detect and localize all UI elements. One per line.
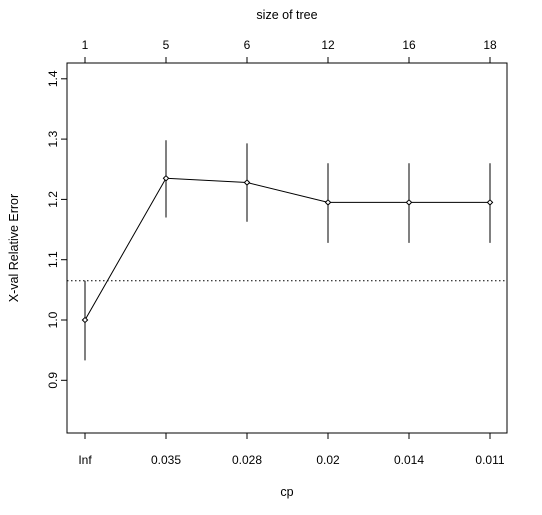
top-tick-label: 16: [402, 38, 416, 52]
data-point: [243, 179, 251, 186]
data-points: [81, 174, 494, 324]
x-tick-label: 0.035: [151, 453, 181, 467]
data-point: [324, 199, 332, 206]
y-tick-label: 1.4: [46, 70, 60, 87]
x-tick-label: 0.014: [394, 453, 424, 467]
x-tick-label: Inf: [78, 453, 92, 467]
top-tick-label: 12: [321, 38, 335, 52]
x-tick-label: 0.02: [316, 453, 340, 467]
error-bars: [84, 140, 491, 361]
x-tick-label: 0.028: [232, 453, 262, 467]
y-tick-label: 0.9: [46, 372, 60, 389]
left-axis: 0.9 1.0 1.1 1.2 1.3 1.4: [46, 70, 67, 389]
y-tick-label: 1.0: [46, 311, 60, 328]
plot-frame: [66, 62, 508, 434]
top-tick-label: 1: [82, 38, 89, 52]
data-point: [162, 174, 170, 182]
data-point: [405, 199, 413, 206]
y-tick-label: 1.3: [46, 130, 60, 147]
y-tick-label: 1.1: [46, 251, 60, 268]
top-tick-label: 6: [244, 38, 251, 52]
bottom-axis: Inf 0.035 0.028 0.02 0.014 0.011: [78, 433, 505, 467]
top-axis: 1 5 6 12 16 18: [82, 38, 497, 63]
series-line: [84, 177, 490, 321]
x-tick-label: 0.011: [475, 453, 504, 467]
data-point: [81, 316, 89, 324]
top-tick-label: 5: [163, 38, 170, 52]
data-point: [486, 199, 494, 206]
y-tick-label: 1.2: [46, 191, 60, 208]
top-axis-title: size of tree: [256, 8, 317, 22]
y-axis-title: X-val Relative Error: [7, 194, 21, 302]
x-axis-title: cp: [280, 485, 293, 499]
top-tick-label: 18: [483, 38, 497, 52]
